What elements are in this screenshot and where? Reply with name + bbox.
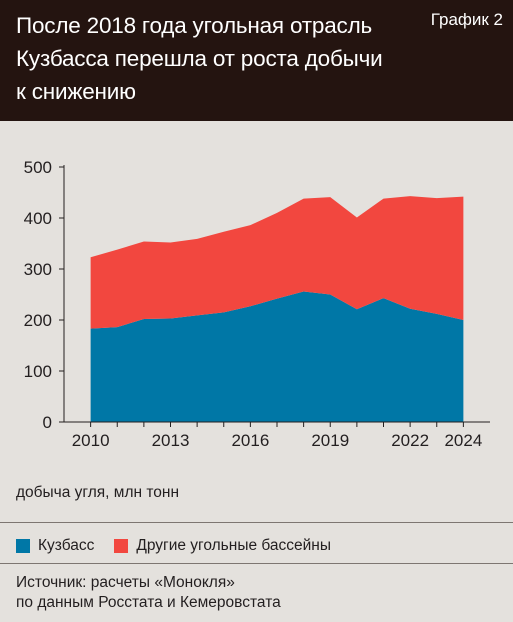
y-tick-label: 300: [24, 260, 52, 279]
x-tick-label: 2016: [231, 431, 269, 450]
y-tick-label: 100: [24, 362, 52, 381]
legend-swatch-kuzbass: [16, 539, 30, 553]
title-line: Кузбасса перешла от роста добычи: [16, 46, 383, 71]
source-line: по данным Росстата и Кемеровстата: [16, 594, 281, 611]
area-chart: 0 100 200 300 400 500 2010 2013 2016 2019 2022 2024: [24, 158, 490, 450]
y-tick-label: 0: [43, 413, 52, 432]
source-note: Источник: расчеты «Монокля» по данным Ро…: [16, 573, 281, 613]
y-tick-label: 200: [24, 311, 52, 330]
x-tick-label: 2013: [152, 431, 190, 450]
y-tick-label: 400: [24, 209, 52, 228]
area-series-0: [90, 291, 464, 422]
divider: [0, 563, 513, 564]
divider: [0, 522, 513, 523]
title-line: к снижению: [16, 79, 136, 104]
x-tick-label: 2024: [444, 431, 482, 450]
header: После 2018 года угольная отрасль Кузбасс…: [0, 0, 513, 121]
chart-title: После 2018 года угольная отрасль Кузбасс…: [16, 9, 416, 108]
legend-swatch-other: [114, 539, 129, 553]
legend-item-kuzbass: Кузбасс: [16, 537, 94, 555]
chart-number: График 2: [430, 10, 503, 29]
legend-label: Другие угольные бассейны: [136, 537, 332, 554]
unit-note: добыча угля, млн тонн: [16, 484, 180, 501]
title-line: После 2018 года угольная отрасль: [16, 13, 373, 38]
area-series-1: [90, 196, 464, 329]
legend-item-other: Другие угольные бассейны: [114, 537, 331, 555]
x-tick-label: 2022: [391, 431, 429, 450]
y-tick-label: 500: [24, 158, 52, 177]
legend: Кузбасс Другие угольные бассейны: [16, 537, 351, 555]
source-line: Источник: расчеты «Монокля»: [16, 574, 235, 591]
x-tick-label: 2019: [311, 431, 349, 450]
legend-label: Кузбасс: [38, 537, 95, 554]
x-tick-label: 2010: [72, 431, 110, 450]
